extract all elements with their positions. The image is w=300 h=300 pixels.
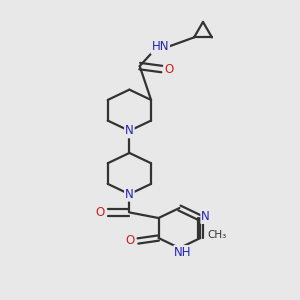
Text: O: O: [125, 235, 134, 248]
Text: O: O: [95, 206, 105, 219]
Text: N: N: [125, 188, 134, 201]
Text: N: N: [201, 210, 210, 223]
Text: CH₃: CH₃: [207, 230, 226, 240]
Text: NH: NH: [174, 246, 192, 259]
Text: N: N: [125, 124, 134, 137]
Text: O: O: [164, 62, 174, 76]
Text: HN: HN: [152, 40, 169, 53]
